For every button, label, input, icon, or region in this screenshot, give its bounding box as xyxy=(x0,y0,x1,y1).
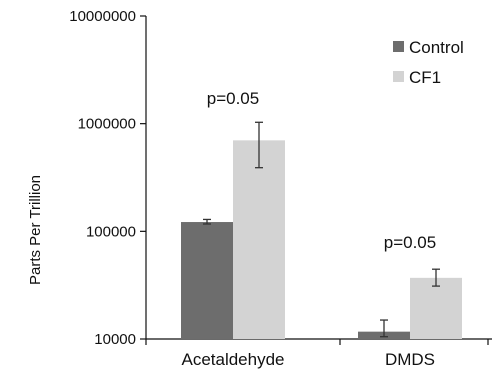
legend: Control CF1 xyxy=(393,38,464,87)
x-tick-label: DMDS xyxy=(385,350,435,369)
bars xyxy=(181,140,462,339)
p-value-annotation: p=0.05 xyxy=(207,89,259,108)
legend-label-cf1: CF1 xyxy=(409,68,441,87)
y-tick-label: 10000000 xyxy=(69,8,136,25)
annotations: p=0.05 p=0.05 xyxy=(207,89,436,252)
x-axis: Acetaldehyde DMDS xyxy=(145,338,492,369)
legend-swatch-control xyxy=(393,41,404,52)
y-tick-label: 1000000 xyxy=(78,116,136,133)
x-tick-label: Acetaldehyde xyxy=(181,350,284,369)
bar-cf1-dmds xyxy=(410,277,462,339)
bar-control-acetaldehyde xyxy=(181,222,233,339)
error-bars xyxy=(203,121,440,338)
p-value-annotation: p=0.05 xyxy=(384,233,436,252)
legend-label-control: Control xyxy=(409,38,464,57)
legend-swatch-cf1 xyxy=(393,71,404,82)
bar-cf1-acetaldehyde xyxy=(233,140,285,339)
y-axis: 10000 100000 1000000 10000000 xyxy=(69,8,147,348)
y-tick-label: 100000 xyxy=(86,223,136,240)
y-axis-label: Parts Per Trillion xyxy=(27,175,44,285)
y-tick-label: 10000 xyxy=(94,331,136,348)
